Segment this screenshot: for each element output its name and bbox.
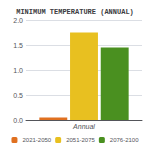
svg-text:0.0: 0.0 [13, 117, 23, 124]
svg-text:1.5: 1.5 [13, 42, 23, 49]
svg-text:Annual: Annual [72, 123, 95, 130]
svg-text:2051-2075: 2051-2075 [66, 137, 95, 143]
svg-text:MINIMUM TEMPERATURE (ANNUAL): MINIMUM TEMPERATURE (ANNUAL) [16, 8, 134, 16]
svg-text:2076-2100: 2076-2100 [110, 137, 139, 143]
svg-text:2.0: 2.0 [13, 17, 23, 24]
svg-text:0.5: 0.5 [13, 92, 23, 99]
svg-text:1.0: 1.0 [13, 67, 23, 74]
svg-text:2021-2050: 2021-2050 [22, 137, 51, 143]
